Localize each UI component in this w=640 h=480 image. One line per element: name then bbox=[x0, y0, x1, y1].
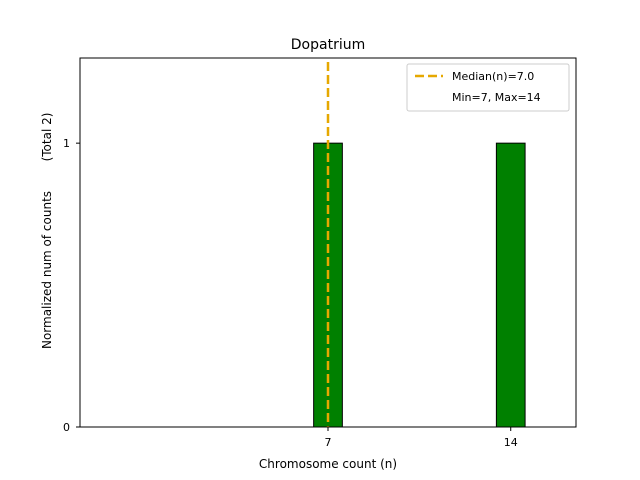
y-axis-ticks: 01 bbox=[63, 137, 80, 434]
y-axis-label: Normalized num of counts bbox=[40, 191, 54, 349]
y-tick-label-1: 1 bbox=[63, 137, 70, 150]
x-axis-ticks: 7 14 bbox=[325, 427, 518, 449]
y-tick-label-0: 0 bbox=[63, 421, 70, 434]
y-axis-total-label: (Total 2) bbox=[40, 113, 54, 162]
legend-box bbox=[406, 63, 570, 112]
x-axis-label: Chromosome count (n) bbox=[259, 457, 397, 471]
chart-title: Dopatrium bbox=[291, 37, 365, 53]
legend: Median(n)=7.0 Min=7, Max=14 bbox=[406, 63, 570, 112]
legend-range-label: Min=7, Max=14 bbox=[452, 91, 541, 104]
bar-14 bbox=[495, 142, 526, 428]
x-tick-label-7: 7 bbox=[325, 436, 332, 449]
legend-median-label: Median(n)=7.0 bbox=[452, 70, 534, 83]
x-tick-label-14: 14 bbox=[504, 436, 518, 449]
